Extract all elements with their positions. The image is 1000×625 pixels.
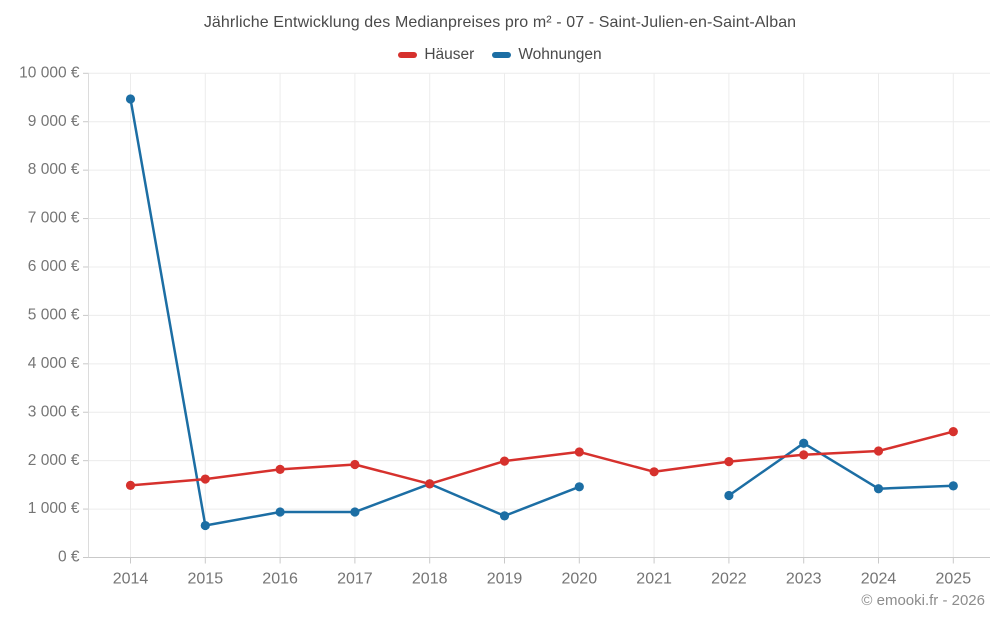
legend-item-wohnungen[interactable]: Wohnungen <box>492 46 602 64</box>
data-point-haeuser-2022[interactable] <box>724 457 734 467</box>
x-axis-tick-label: 2019 <box>487 571 523 588</box>
legend-swatch-wohnungen-icon <box>492 52 512 58</box>
data-point-wohnungen-2019[interactable] <box>499 511 510 521</box>
x-axis-tick-label: 2023 <box>786 571 822 588</box>
data-point-wohnungen-2020[interactable] <box>574 482 584 492</box>
y-axis-tick-label: 6 000 € <box>28 258 80 275</box>
data-point-wohnungen-2022[interactable] <box>724 490 734 501</box>
x-axis-tick-label: 2020 <box>562 571 598 588</box>
series-line-wohnungen <box>727 441 955 497</box>
data-point-haeuser-2024[interactable] <box>873 446 884 456</box>
data-point-wohnungen-2016[interactable] <box>275 507 285 517</box>
y-axis-tick-label: 2 000 € <box>28 452 80 469</box>
legend-label-wohnungen: Wohnungen <box>518 46 602 63</box>
data-point-wohnungen-2023[interactable] <box>799 438 809 448</box>
x-axis-tick-label: 2016 <box>262 571 298 588</box>
data-point-haeuser-2019[interactable] <box>499 456 510 466</box>
data-point-wohnungen-2014[interactable] <box>125 94 136 104</box>
data-point-wohnungen-2017[interactable] <box>350 507 360 517</box>
y-axis-tick-label: 7 000 € <box>28 210 80 227</box>
x-axis-tick-label: 2021 <box>636 571 672 588</box>
data-point-haeuser-2018[interactable] <box>425 479 435 489</box>
x-axis-tick-label: 2015 <box>188 571 224 588</box>
copyright-footer: © emooki.fr - 2026 <box>861 592 985 609</box>
data-point-wohnungen-2025[interactable] <box>948 481 958 491</box>
y-axis-tick-label: 5 000 € <box>28 306 80 323</box>
data-point-haeuser-2025[interactable] <box>948 427 958 437</box>
legend: Häuser Wohnungen <box>0 46 1000 64</box>
x-axis-tick-label: 2018 <box>412 571 448 588</box>
data-point-haeuser-2016[interactable] <box>275 464 285 474</box>
chart-title: Jährliche Entwicklung des Medianpreises … <box>203 14 797 31</box>
x-axis-tick-label: 2014 <box>113 571 149 588</box>
data-point-haeuser-2021[interactable] <box>649 467 659 477</box>
data-point-haeuser-2023[interactable] <box>799 450 809 460</box>
y-axis-tick-label: 4 000 € <box>28 355 80 372</box>
y-axis-tick-label: 8 000 € <box>28 161 80 178</box>
y-axis-tick-label: 10 000 € <box>19 64 80 81</box>
series-line-haeuser <box>129 430 955 487</box>
data-point-wohnungen-2015[interactable] <box>200 520 210 531</box>
y-axis-tick-label: 1 000 € <box>28 500 80 517</box>
data-point-haeuser-2015[interactable] <box>200 474 210 484</box>
y-axis-tick-label: 0 € <box>58 549 80 566</box>
x-axis-tick-label: 2022 <box>711 571 747 588</box>
x-axis-tick-label: 2024 <box>861 571 897 588</box>
legend-label-haeuser: Häuser <box>424 46 475 63</box>
x-axis-tick-label: 2025 <box>936 571 972 588</box>
y-axis-tick-label: 9 000 € <box>28 113 80 130</box>
data-point-haeuser-2017[interactable] <box>350 459 360 470</box>
data-point-wohnungen-2024[interactable] <box>873 484 884 494</box>
y-axis-tick-label: 3 000 € <box>28 403 80 420</box>
legend-swatch-haeuser-icon <box>398 52 418 58</box>
data-point-haeuser-2020[interactable] <box>574 447 584 457</box>
legend-item-haeuser[interactable]: Häuser <box>398 46 474 64</box>
data-point-haeuser-2014[interactable] <box>125 480 136 490</box>
x-axis-tick-label: 2017 <box>337 571 373 588</box>
